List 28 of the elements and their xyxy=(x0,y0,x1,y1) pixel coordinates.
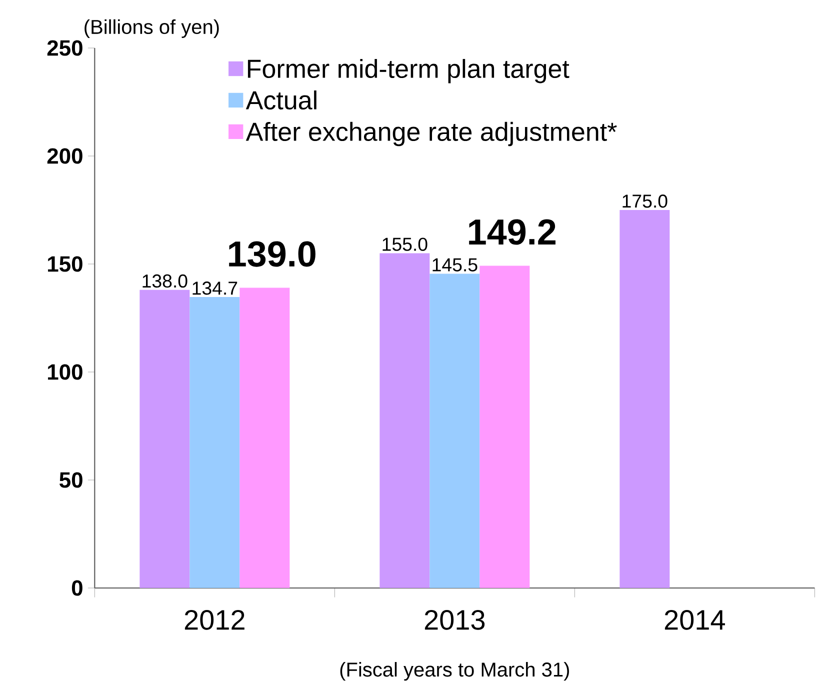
y-axis-title: (Billions of yen) xyxy=(84,19,219,38)
x-tick-label: 2012 xyxy=(184,610,244,630)
bar xyxy=(620,210,670,588)
data-label: 134.7 xyxy=(192,281,238,295)
legend-label: Former mid-term plan target xyxy=(248,58,570,84)
data-label: 155.0 xyxy=(382,238,428,251)
data-label: 145.5 xyxy=(432,258,478,272)
bar xyxy=(480,266,530,588)
data-label: 175.0 xyxy=(622,194,668,208)
legend-label: Actual xyxy=(246,90,316,110)
bar xyxy=(430,274,480,588)
data-label: 138.0 xyxy=(142,274,188,288)
y-tick-label: 250 xyxy=(47,40,82,56)
y-tick-label: 200 xyxy=(47,148,82,164)
y-tick-label: 50 xyxy=(60,472,82,488)
bar xyxy=(380,253,430,588)
data-label: 139.0 xyxy=(229,241,316,267)
y-tick-label: 100 xyxy=(48,364,82,380)
x-tick-label: 2014 xyxy=(664,610,725,630)
bar xyxy=(190,296,240,588)
x-axis-title: (Fiscal years to March 31) xyxy=(340,662,569,681)
bar xyxy=(140,290,190,588)
y-tick-label: 150 xyxy=(48,256,82,272)
bar xyxy=(240,288,290,588)
y-tick-label: 0 xyxy=(72,580,82,596)
legend-label: After exchange rate adjustment* xyxy=(246,122,617,146)
data-label: 149.2 xyxy=(469,219,556,245)
x-tick-label: 2013 xyxy=(424,610,485,630)
